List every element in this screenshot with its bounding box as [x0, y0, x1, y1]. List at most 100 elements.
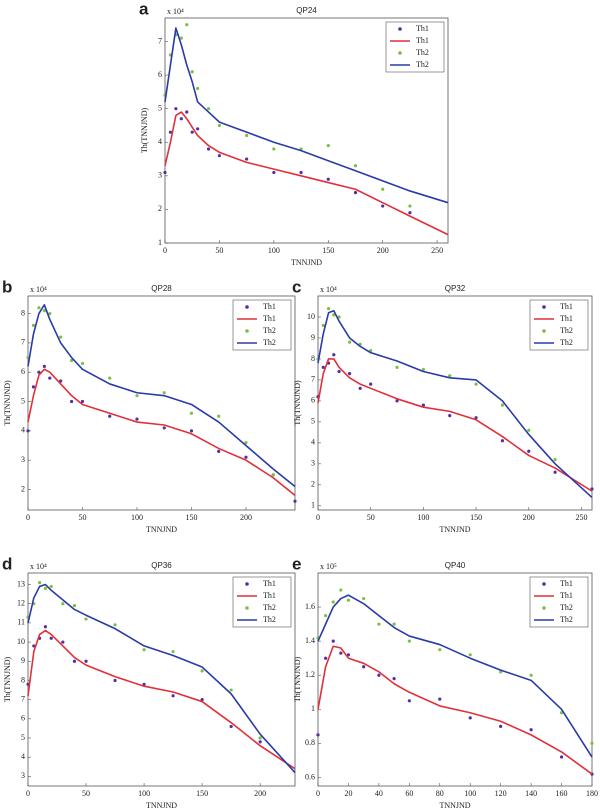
- y-tick-label: 4: [21, 752, 25, 761]
- y-tick-label: 0.6: [305, 772, 315, 781]
- data-point: [206, 107, 211, 111]
- fit-line: [164, 27, 449, 204]
- data-point: [135, 417, 139, 421]
- data-point: [353, 164, 358, 168]
- y-tick-label: 1: [311, 704, 315, 713]
- legend-marker: [542, 305, 546, 309]
- data-point: [408, 211, 412, 215]
- data-point: [48, 376, 52, 380]
- data-point: [407, 639, 411, 643]
- legend-label: Th2: [560, 603, 573, 612]
- panel-label: d: [2, 554, 12, 573]
- legend-label: Th1: [263, 314, 276, 323]
- x-tick-label: 160: [556, 789, 568, 798]
- data-point: [245, 133, 249, 138]
- legend-marker: [245, 582, 249, 586]
- data-point: [407, 699, 411, 703]
- data-point: [168, 130, 173, 134]
- y-tick-label: 7: [311, 375, 315, 384]
- x-tick-label: 150: [196, 789, 208, 798]
- data-point: [113, 678, 117, 683]
- data-point: [474, 416, 478, 420]
- data-point: [72, 659, 77, 663]
- data-point: [362, 596, 366, 601]
- data-point: [332, 353, 336, 357]
- panel-label: e: [292, 554, 301, 573]
- x-tick-label: 250: [431, 246, 443, 255]
- data-point: [339, 651, 343, 655]
- data-point: [332, 313, 336, 317]
- y-axis-label: Th(TNNJND): [3, 380, 12, 426]
- data-point: [408, 204, 412, 208]
- data-point: [271, 473, 275, 477]
- x-axis-label: TNNJND: [439, 801, 470, 810]
- data-point: [321, 323, 325, 327]
- y-tick-label: 8: [21, 308, 25, 317]
- data-point: [80, 399, 85, 404]
- fit-line: [27, 368, 296, 496]
- legend-box: [529, 576, 589, 628]
- legend-label: Th2: [560, 326, 573, 335]
- legend-label: Th2: [263, 615, 276, 624]
- legend-label: Th2: [416, 48, 429, 57]
- data-point: [421, 367, 425, 372]
- x-axis-label: TNNJND: [291, 258, 322, 267]
- data-point: [331, 600, 335, 604]
- data-point: [42, 309, 46, 313]
- data-point: [179, 117, 183, 121]
- x-tick-label: 0: [26, 789, 30, 798]
- data-point: [171, 650, 175, 654]
- y-tick-label: 3: [311, 459, 315, 468]
- data-point: [258, 736, 262, 740]
- fit-line: [27, 583, 296, 774]
- data-point: [392, 677, 396, 681]
- data-point: [108, 376, 112, 380]
- fit-line: [317, 594, 593, 758]
- y-tick-label: 1.4: [305, 636, 315, 645]
- data-point: [162, 391, 166, 395]
- data-point: [377, 622, 381, 626]
- y-multiplier: x 10⁵: [320, 562, 337, 571]
- legend-marker: [245, 606, 249, 610]
- y-tick-label: 8: [311, 354, 315, 363]
- x-tick-label: 0: [316, 513, 320, 522]
- data-point: [272, 147, 276, 151]
- data-point: [258, 740, 262, 744]
- data-point: [381, 187, 385, 191]
- y-multiplier: x 10⁴: [167, 7, 184, 16]
- data-point: [474, 382, 478, 386]
- data-point: [500, 439, 505, 443]
- legend-label: Th1: [263, 302, 276, 311]
- data-point: [527, 428, 531, 432]
- x-tick-label: 0: [163, 246, 167, 255]
- data-point: [358, 386, 362, 390]
- data-point: [142, 682, 146, 686]
- legend-label: Th1: [416, 36, 429, 45]
- panel-label: a: [139, 0, 149, 18]
- data-point: [499, 724, 503, 728]
- data-point: [337, 369, 341, 374]
- y-tick-label: 10: [307, 312, 315, 321]
- y-tick-label: 4: [21, 426, 25, 435]
- data-point: [196, 127, 200, 131]
- x-tick-label: 40: [375, 789, 383, 798]
- legend-marker: [245, 305, 249, 309]
- x-tick-label: 200: [240, 513, 252, 522]
- data-point: [196, 86, 200, 91]
- data-point: [163, 170, 167, 175]
- data-point: [346, 653, 351, 657]
- fit-line: [27, 303, 296, 488]
- data-point: [590, 741, 594, 746]
- y-tick-label: 7: [21, 338, 25, 347]
- x-tick-label: 150: [470, 513, 482, 522]
- data-point: [171, 694, 175, 698]
- x-tick-label: 100: [464, 789, 476, 798]
- y-tick-label: 1.6: [305, 602, 315, 611]
- data-point: [468, 653, 472, 657]
- fit-line: [317, 358, 593, 492]
- data-point: [316, 733, 320, 737]
- data-point: [438, 697, 442, 701]
- x-tick-label: 120: [495, 789, 507, 798]
- x-tick-label: 100: [138, 789, 150, 798]
- legend-label: Th2: [560, 338, 573, 347]
